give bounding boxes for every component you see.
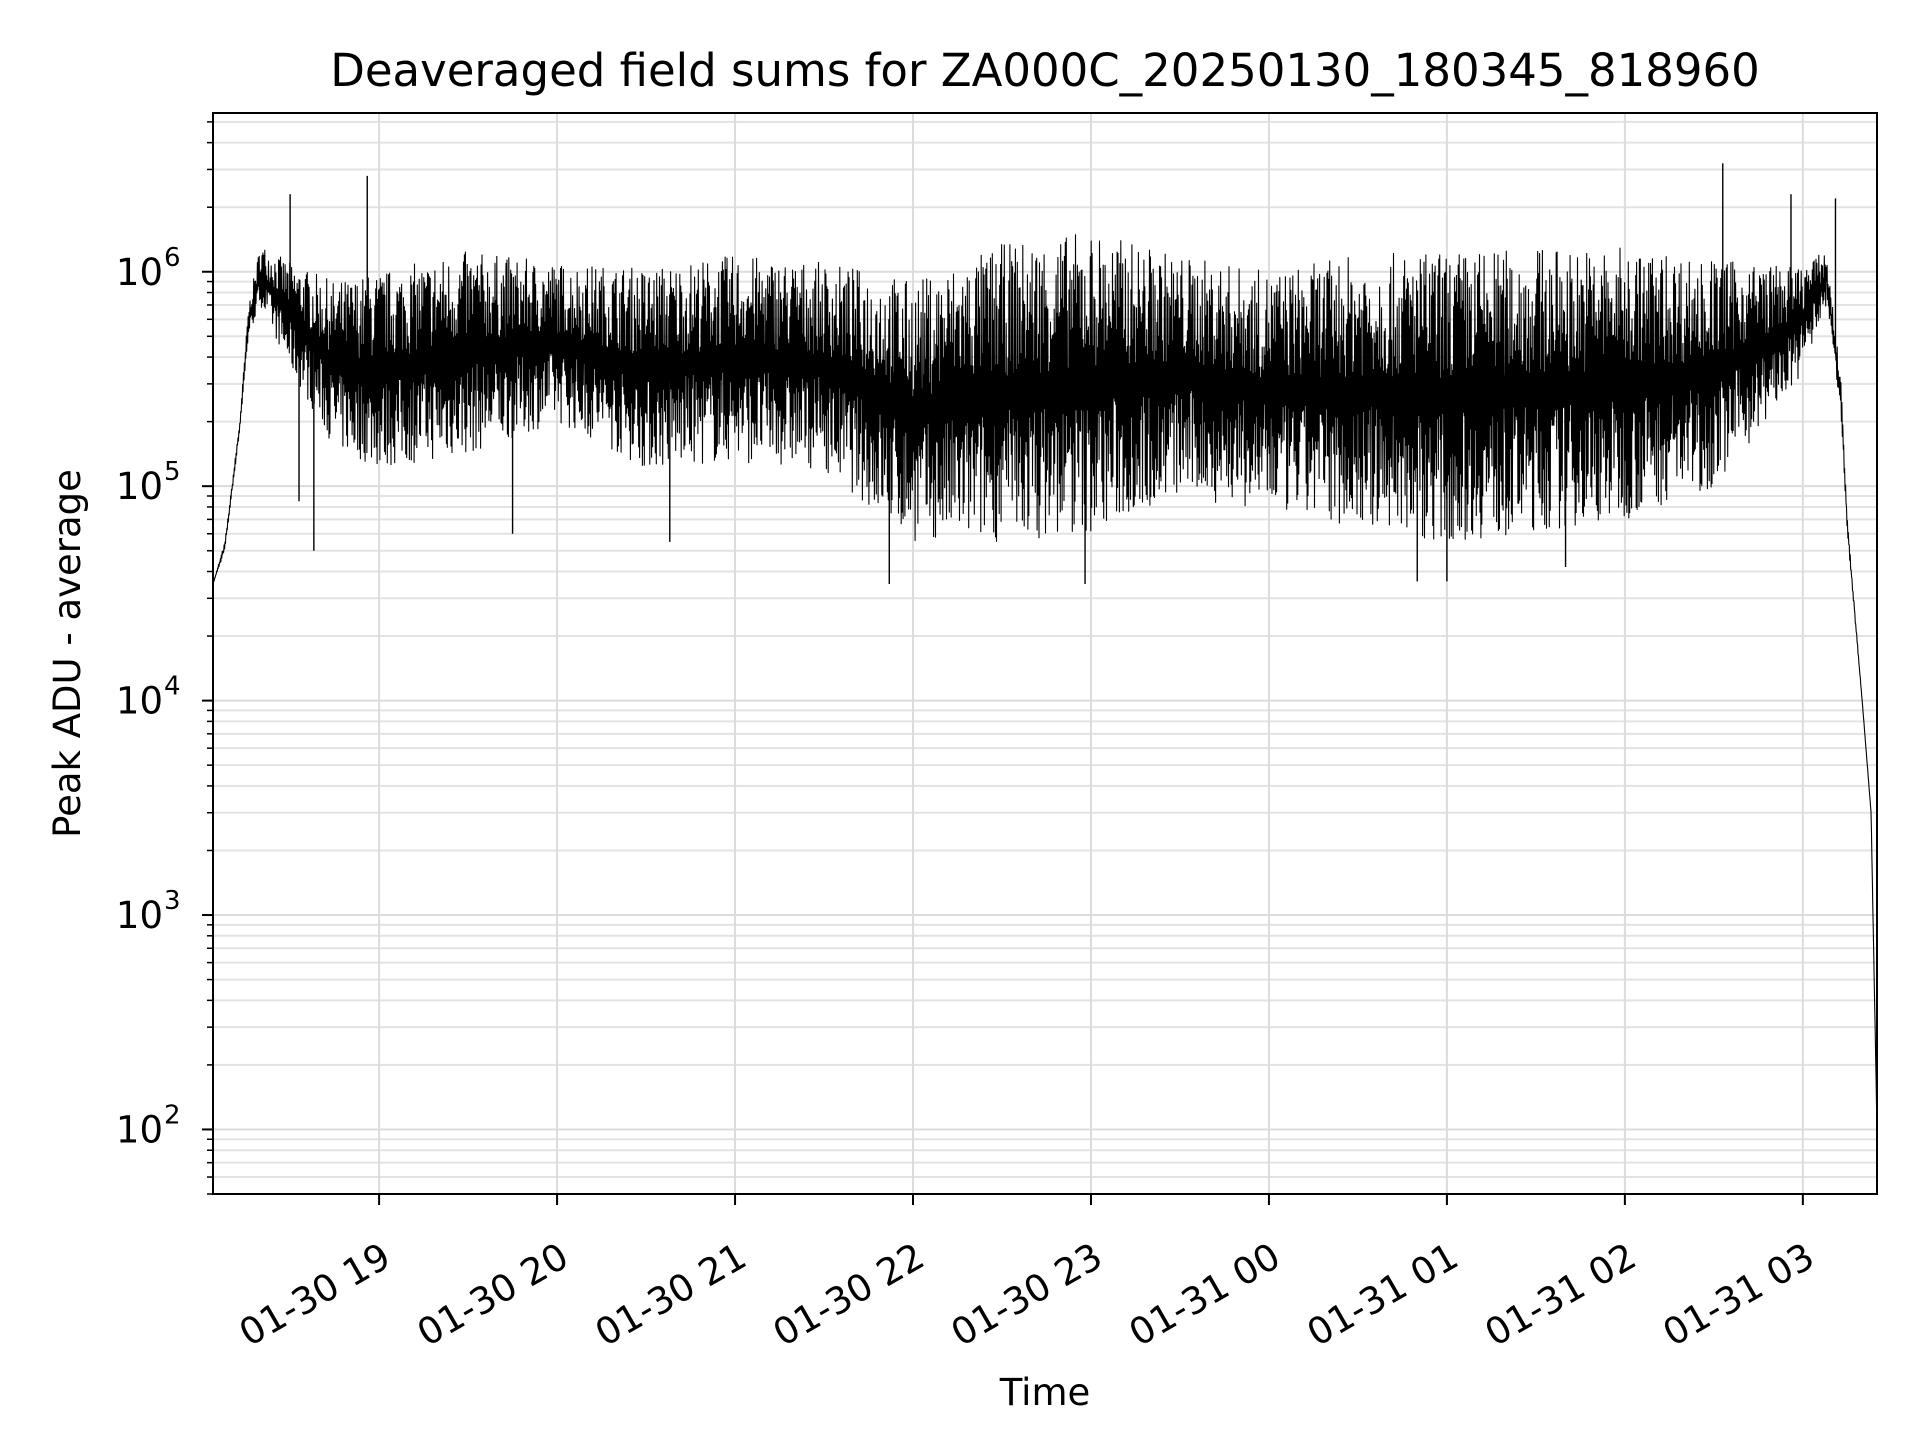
plot-frame — [212, 112, 1878, 1195]
y-tick-label: 10 — [116, 680, 163, 723]
y-tick-label: 10 — [116, 1108, 163, 1151]
y-tick-exponent: 5 — [164, 457, 181, 487]
grid-minor-lines — [213, 120, 1877, 1195]
y-tick-label: 10 — [116, 465, 163, 508]
y-tick-exponent: 2 — [164, 1100, 181, 1130]
series-spikes — [289, 163, 1837, 584]
y-tick-exponent: 4 — [164, 672, 181, 702]
series-layer — [212, 163, 1878, 1130]
y-tick-exponent: 3 — [164, 886, 181, 916]
y-tick-label: 10 — [116, 251, 163, 294]
series-line — [212, 234, 1878, 1130]
y-tick-label: 10 — [116, 894, 163, 937]
x-axis-label: Time — [999, 1371, 1091, 1414]
y-tick-exponent: 6 — [164, 243, 181, 273]
chart-title: Deaveraged field sums for ZA000C_2025013… — [330, 44, 1760, 97]
y-axis-label: Peak ADU - average — [46, 469, 89, 838]
